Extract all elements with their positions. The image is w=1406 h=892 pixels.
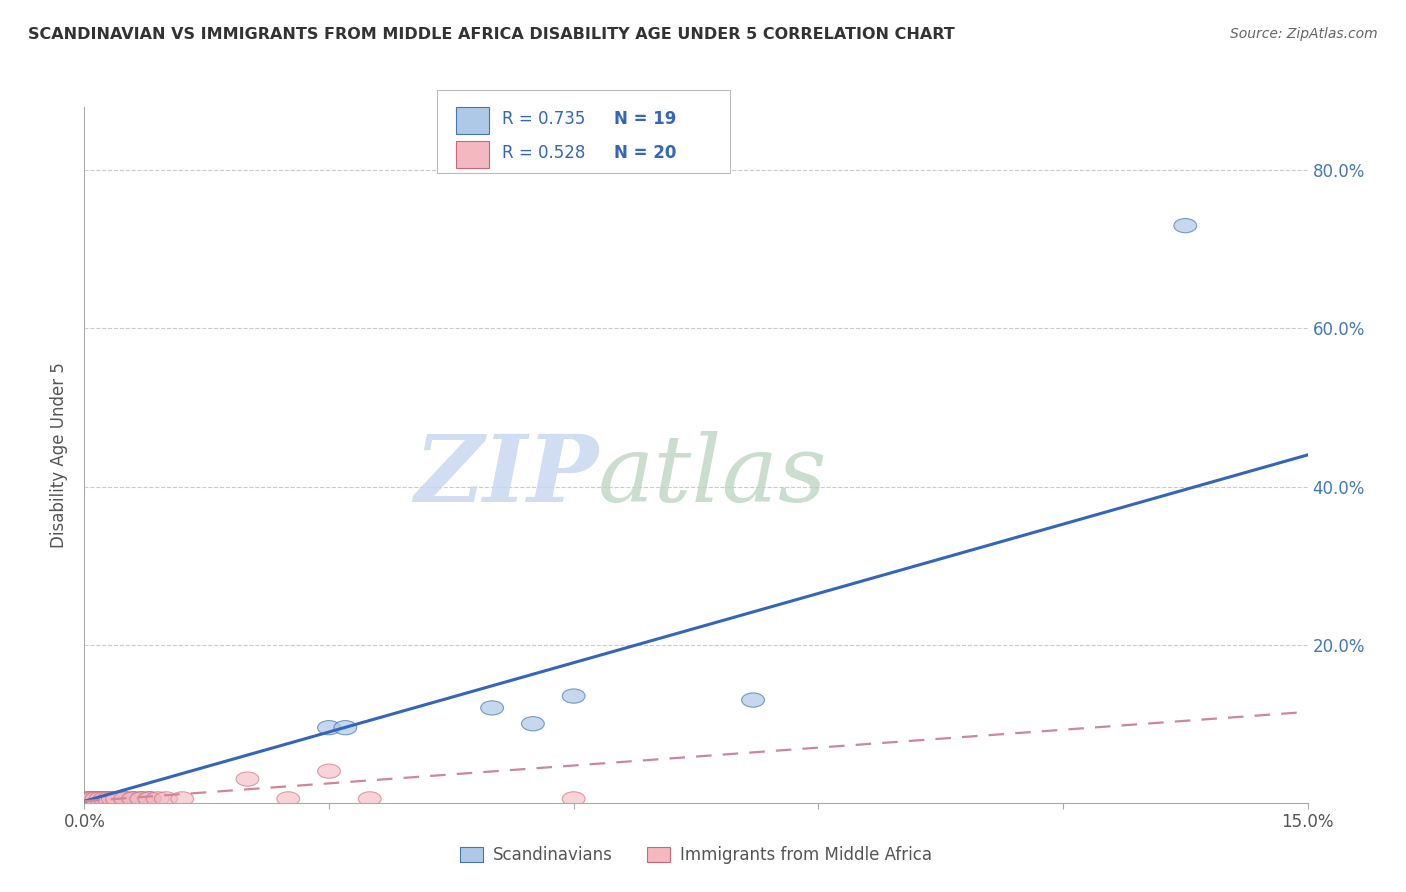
Ellipse shape — [277, 792, 299, 806]
Ellipse shape — [77, 792, 100, 806]
Ellipse shape — [105, 792, 128, 806]
Text: SCANDINAVIAN VS IMMIGRANTS FROM MIDDLE AFRICA DISABILITY AGE UNDER 5 CORRELATION: SCANDINAVIAN VS IMMIGRANTS FROM MIDDLE A… — [28, 27, 955, 42]
Text: R = 0.735: R = 0.735 — [502, 110, 585, 128]
Ellipse shape — [82, 792, 104, 806]
Ellipse shape — [86, 792, 108, 806]
Ellipse shape — [93, 792, 117, 806]
Ellipse shape — [155, 792, 177, 806]
Ellipse shape — [89, 792, 112, 806]
Ellipse shape — [1174, 219, 1197, 233]
Ellipse shape — [89, 792, 112, 806]
Ellipse shape — [77, 792, 100, 806]
Ellipse shape — [101, 792, 124, 806]
Ellipse shape — [93, 792, 117, 806]
Ellipse shape — [318, 721, 340, 735]
Ellipse shape — [105, 792, 128, 806]
Ellipse shape — [741, 693, 765, 707]
Ellipse shape — [122, 792, 145, 806]
Ellipse shape — [114, 792, 136, 806]
Ellipse shape — [146, 792, 169, 806]
Text: ZIP: ZIP — [413, 431, 598, 521]
Ellipse shape — [170, 792, 194, 806]
Text: N = 20: N = 20 — [614, 144, 676, 161]
Ellipse shape — [101, 792, 124, 806]
Text: atlas: atlas — [598, 431, 828, 521]
Ellipse shape — [138, 792, 162, 806]
Ellipse shape — [359, 792, 381, 806]
Legend: Scandinavians, Immigrants from Middle Africa: Scandinavians, Immigrants from Middle Af… — [453, 839, 939, 871]
Ellipse shape — [333, 721, 357, 735]
Ellipse shape — [236, 772, 259, 786]
Text: N = 19: N = 19 — [614, 110, 676, 128]
Ellipse shape — [318, 764, 340, 779]
Ellipse shape — [97, 792, 121, 806]
Ellipse shape — [481, 701, 503, 715]
Ellipse shape — [562, 689, 585, 703]
Ellipse shape — [138, 792, 162, 806]
Ellipse shape — [122, 792, 145, 806]
Ellipse shape — [82, 792, 104, 806]
Ellipse shape — [114, 792, 136, 806]
Ellipse shape — [86, 792, 108, 806]
Ellipse shape — [97, 792, 121, 806]
Ellipse shape — [562, 792, 585, 806]
Y-axis label: Disability Age Under 5: Disability Age Under 5 — [51, 362, 69, 548]
Ellipse shape — [129, 792, 153, 806]
Ellipse shape — [129, 792, 153, 806]
Ellipse shape — [522, 716, 544, 731]
Text: Source: ZipAtlas.com: Source: ZipAtlas.com — [1230, 27, 1378, 41]
Text: R = 0.528: R = 0.528 — [502, 144, 585, 161]
